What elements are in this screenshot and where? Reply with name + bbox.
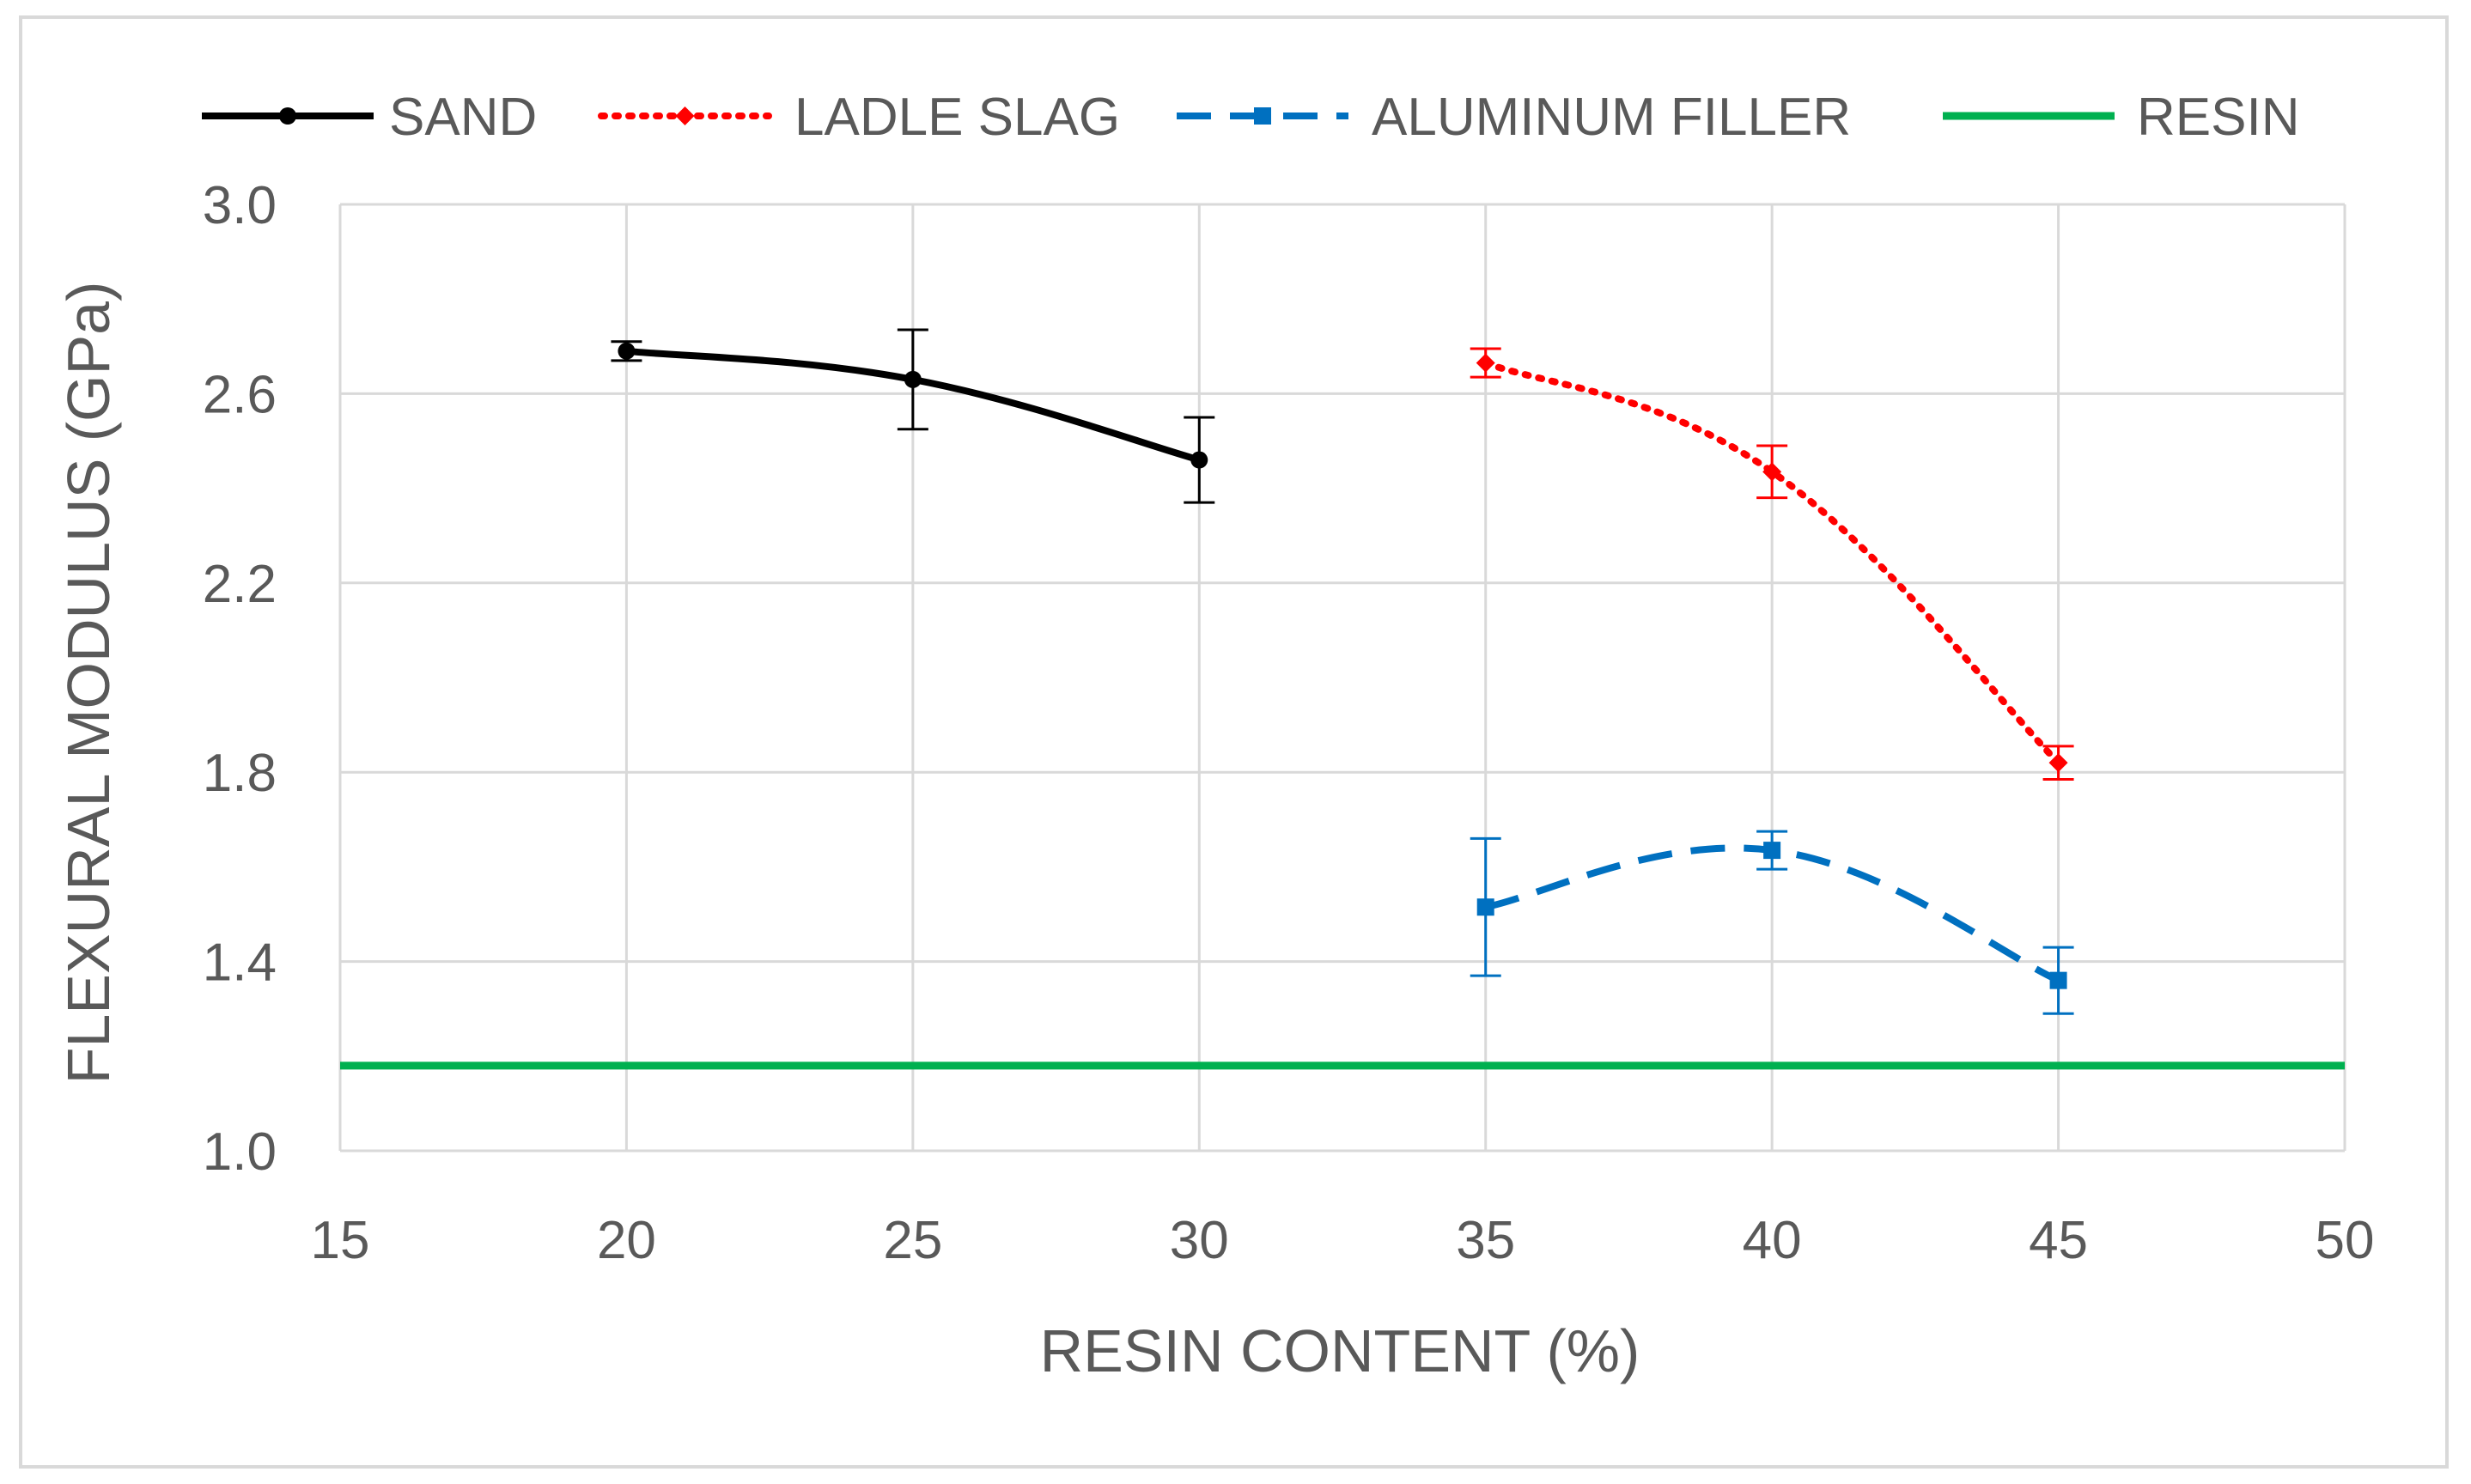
legend-label: LADLE SLAG — [794, 88, 1120, 147]
grid-lines — [338, 203, 2346, 1153]
data-point — [618, 342, 636, 360]
data-point — [1763, 842, 1781, 860]
legend-item-resin: RESIN — [1943, 88, 2299, 147]
y-tick-label: 2.6 — [203, 365, 277, 424]
legend-marker — [675, 106, 695, 125]
y-tick-label: 3.0 — [203, 176, 277, 235]
data-point — [1190, 451, 1208, 469]
axes: 15 20 25 30 35 40 45 50 1.0 1.4 1.8 2.2 2.6 3.0 — [203, 176, 2375, 1270]
legend-marker — [279, 107, 296, 125]
x-tick-label: 30 — [1170, 1211, 1229, 1270]
x-tick-label: 45 — [2029, 1211, 2088, 1270]
data-point — [1476, 898, 1494, 916]
data-point — [2049, 971, 2067, 989]
y-tick-label: 1.8 — [203, 744, 277, 803]
x-tick-label: 40 — [1743, 1211, 1802, 1270]
series-ladle-slag — [1470, 347, 2074, 781]
legend-marker — [1254, 107, 1271, 125]
legend-label: ALUMINUM FILLER — [1372, 88, 1851, 147]
data-point — [1762, 462, 1782, 482]
legend-item-sand: SAND — [202, 88, 537, 147]
legend-item-ladle-slag: LADLE SLAG — [598, 88, 1120, 147]
y-tick-label: 1.0 — [203, 1122, 277, 1182]
data-point — [2048, 753, 2068, 773]
x-tick-label: 25 — [883, 1211, 942, 1270]
series-aluminum-filler — [1470, 830, 2074, 1015]
legend-label: RESIN — [2137, 88, 2299, 147]
chart-frame — [19, 15, 2449, 1469]
x-tick-label: 15 — [311, 1211, 370, 1270]
x-axis-label: RESIN CONTENT (%) — [1040, 1317, 1640, 1384]
y-axis-label: FLEXURAL MODULUS (GPa) — [55, 282, 122, 1085]
data-point — [904, 370, 922, 388]
series-group — [340, 328, 2345, 1070]
legend: SAND LADLE SLAG ALUMINUM FILLER RESIN — [202, 88, 2299, 147]
y-tick-label: 1.4 — [203, 934, 277, 993]
data-point — [1476, 353, 1495, 373]
legend-item-aluminum-filler: ALUMINUM FILLER — [1177, 88, 1851, 147]
legend-label: SAND — [389, 88, 537, 147]
x-tick-label: 50 — [2316, 1211, 2375, 1270]
x-tick-label: 35 — [1456, 1211, 1515, 1270]
y-tick-label: 2.2 — [203, 555, 277, 614]
series-sand — [611, 328, 1215, 504]
x-tick-label: 20 — [597, 1211, 656, 1270]
